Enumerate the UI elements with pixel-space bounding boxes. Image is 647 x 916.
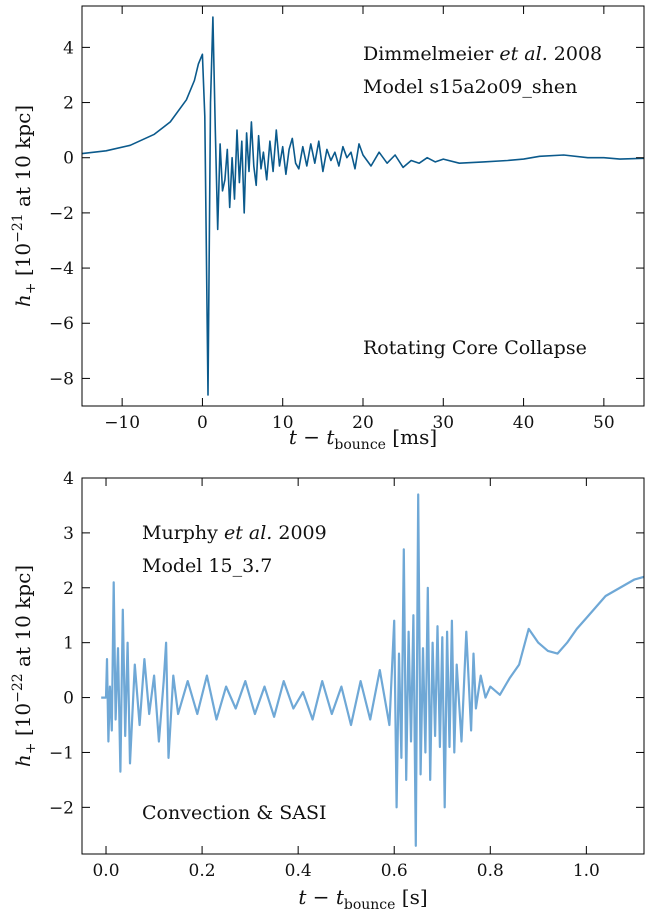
series-line-0-0 — [82, 16, 644, 396]
y-tick-label: −4 — [49, 259, 74, 279]
x-tick-label: 40 — [513, 413, 535, 433]
y-tick-label: 1 — [63, 634, 74, 654]
x-tick-label: 0 — [197, 413, 208, 433]
y-tick-label: 4 — [63, 38, 74, 58]
x-tick-label: 0.2 — [189, 861, 216, 881]
x-tick-label: −10 — [104, 413, 140, 433]
panel-bottom-ylabel: h+ [10−22 at 10 kpc] — [10, 565, 39, 767]
x-tick-label: 1.0 — [573, 861, 600, 881]
panel-bottom-annotation-2: Model 15_3.7 — [142, 555, 272, 577]
panel-bottom-ticks: 0.0 0.2 0.4 0.6 0.8 1.0 4 3 2 1 0 −1 −2 — [49, 469, 644, 881]
x-tick-label: 0.6 — [381, 861, 408, 881]
x-tick-label: 10 — [272, 413, 294, 433]
x-tick-label: 30 — [432, 413, 454, 433]
panel-bottom-xlabel: t − tbounce [s] — [298, 885, 427, 913]
panel-bottom-annotation-1: Murphy et al. 2009 — [142, 522, 327, 544]
x-tick-label: 50 — [593, 413, 615, 433]
y-tick-label: 0 — [63, 149, 74, 169]
panel-top-annotation-3: Rotating Core Collapse — [363, 337, 587, 359]
y-tick-label: 3 — [63, 524, 74, 544]
y-tick-label: −2 — [49, 204, 74, 224]
x-tick-label: 0.8 — [477, 861, 504, 881]
panel-top-annotation-1: Dimmelmeier et al. 2008 — [363, 43, 602, 65]
panel-top-xlabel: t − tbounce [ms] — [289, 425, 437, 453]
y-tick-label: 2 — [63, 94, 74, 114]
series-line-1-0 — [101, 493, 644, 847]
panel-bottom-frame — [81, 477, 645, 855]
panel-top-series — [82, 16, 644, 396]
y-tick-label: −8 — [49, 369, 74, 389]
y-tick-label: −6 — [49, 314, 74, 334]
panel-bottom-series — [101, 493, 644, 847]
panel-top-annotation-2: Model s15a2o09_shen — [363, 76, 577, 98]
y-tick-label: −2 — [49, 798, 74, 818]
y-tick-label: 2 — [63, 579, 74, 599]
panel-top-ylabel: h+ [10−21 at 10 kpc] — [10, 105, 39, 307]
y-tick-label: −1 — [49, 743, 74, 763]
y-tick-label: 4 — [63, 469, 74, 489]
panel-bottom: 0.0 0.2 0.4 0.6 0.8 1.0 4 3 2 1 0 −1 −2 Murphy et al… — [10, 469, 645, 913]
x-tick-label: 0.0 — [92, 861, 119, 881]
panel-bottom-annotation-3: Convection & SASI — [142, 802, 326, 824]
x-tick-label: 20 — [352, 413, 374, 433]
x-tick-label: 0.4 — [285, 861, 312, 881]
y-tick-label: 0 — [63, 689, 74, 709]
